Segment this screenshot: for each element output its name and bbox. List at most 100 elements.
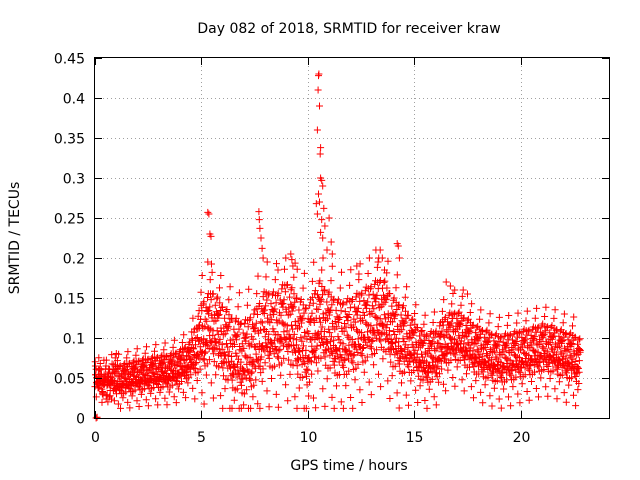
data-point xyxy=(560,361,568,369)
data-point xyxy=(351,303,359,311)
data-point xyxy=(466,309,474,316)
data-point xyxy=(568,340,576,347)
data-point xyxy=(354,304,362,312)
data-point xyxy=(210,358,218,366)
data-point xyxy=(366,343,374,351)
data-point xyxy=(481,333,489,341)
data-point xyxy=(292,295,300,303)
data-point xyxy=(263,342,271,350)
data-point xyxy=(228,376,236,384)
data-point xyxy=(349,296,356,303)
data-point xyxy=(407,377,415,385)
data-point xyxy=(91,362,99,370)
data-point xyxy=(331,318,339,325)
data-point xyxy=(541,327,549,335)
data-point xyxy=(313,210,321,218)
data-point xyxy=(418,327,426,334)
data-point xyxy=(288,304,296,312)
data-point xyxy=(283,281,291,289)
data-point xyxy=(525,326,533,334)
data-point xyxy=(277,371,285,379)
data-point xyxy=(402,354,410,362)
data-point xyxy=(539,344,547,352)
data-point xyxy=(346,304,354,312)
data-point xyxy=(271,305,279,313)
data-point xyxy=(266,311,274,319)
data-point xyxy=(293,336,301,344)
data-point xyxy=(451,382,459,390)
data-point xyxy=(313,126,321,134)
data-point xyxy=(216,299,224,307)
data-point xyxy=(246,353,254,361)
data-point xyxy=(488,402,496,410)
data-point xyxy=(337,307,345,315)
data-point xyxy=(368,344,375,352)
data-point xyxy=(473,324,481,332)
data-point xyxy=(224,323,232,331)
data-point xyxy=(370,361,378,369)
data-point xyxy=(387,358,395,366)
data-point xyxy=(252,319,260,327)
data-point xyxy=(396,354,404,362)
data-point xyxy=(495,337,503,345)
data-point xyxy=(349,359,357,367)
data-point xyxy=(351,318,359,326)
data-point xyxy=(265,354,273,362)
data-point xyxy=(341,320,348,327)
data-point xyxy=(416,332,424,340)
data-point xyxy=(253,357,261,365)
data-point xyxy=(368,302,376,310)
data-point xyxy=(341,308,349,316)
data-point xyxy=(523,307,531,315)
data-point xyxy=(249,393,257,401)
data-point xyxy=(543,348,551,356)
data-point xyxy=(458,292,466,300)
data-point xyxy=(193,377,201,384)
data-point xyxy=(190,328,198,336)
data-point xyxy=(321,353,329,361)
data-point xyxy=(423,404,431,412)
data-point xyxy=(497,334,504,342)
y-tick-label: 0.35 xyxy=(54,132,85,148)
data-point xyxy=(532,385,540,392)
data-point xyxy=(533,304,541,312)
data-point xyxy=(242,334,250,342)
data-point xyxy=(556,327,564,335)
data-point xyxy=(265,330,273,338)
data-point xyxy=(108,351,116,359)
data-point xyxy=(126,404,134,412)
data-point xyxy=(147,389,155,397)
x-tick-label: 20 xyxy=(513,430,531,446)
data-point xyxy=(412,301,420,309)
data-point xyxy=(262,302,270,310)
data-point xyxy=(447,356,455,364)
data-point xyxy=(378,254,386,262)
data-point xyxy=(486,392,494,400)
data-point xyxy=(560,310,568,318)
data-point xyxy=(478,352,486,360)
data-point xyxy=(575,368,583,376)
data-point xyxy=(245,285,253,293)
data-point xyxy=(156,388,164,396)
data-point xyxy=(428,375,436,383)
data-point xyxy=(278,339,286,347)
data-point xyxy=(320,204,328,212)
data-point xyxy=(420,320,428,328)
data-point xyxy=(395,254,403,262)
data-point xyxy=(274,331,282,338)
data-point xyxy=(483,350,490,358)
data-point xyxy=(243,301,251,309)
data-point xyxy=(279,300,287,308)
data-point xyxy=(221,314,229,322)
data-point xyxy=(354,327,362,335)
data-point xyxy=(310,258,318,266)
data-point xyxy=(569,322,576,330)
data-point xyxy=(113,357,121,365)
data-point xyxy=(381,277,389,285)
data-point xyxy=(280,296,288,304)
data-point xyxy=(289,303,297,311)
data-point xyxy=(240,344,248,352)
x-tick-label: 10 xyxy=(300,430,318,446)
y-tick-label: 0.2 xyxy=(63,252,85,268)
data-point xyxy=(406,321,414,329)
